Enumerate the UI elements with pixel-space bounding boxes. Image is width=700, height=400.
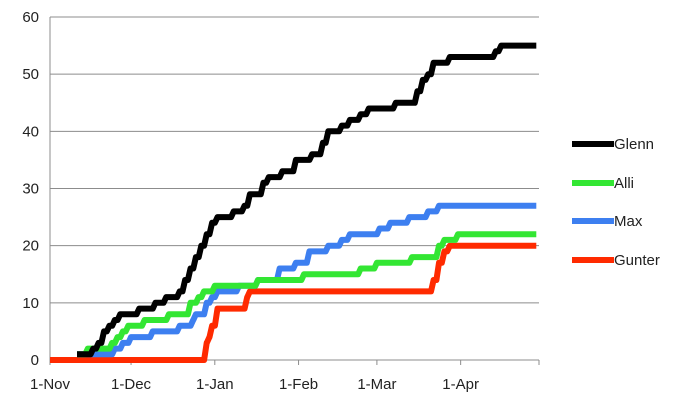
series-line-max	[77, 202, 537, 358]
y-tick-label: 40	[22, 123, 39, 140]
series-line-glenn	[77, 42, 537, 358]
legend-label-max: Max	[614, 213, 643, 230]
x-tick-label: 1-Dec	[111, 376, 152, 393]
series-line-gunter	[50, 242, 537, 363]
x-tick-label: 1-Mar	[357, 376, 396, 393]
x-tick-label: 1-Feb	[279, 376, 318, 393]
x-tick-label: 1-Nov	[30, 376, 71, 393]
series-line-alli	[77, 231, 537, 358]
legend: Glenn Alli Max Gunter	[572, 136, 660, 269]
y-tick-label: 50	[22, 66, 39, 83]
legend-label-alli: Alli	[614, 175, 634, 192]
series-lines	[50, 42, 537, 363]
y-tick-label: 30	[22, 181, 39, 198]
legend-label-gunter: Gunter	[614, 252, 660, 269]
y-tick-label: 60	[22, 9, 39, 26]
x-tick-label: 1-Jan	[196, 376, 234, 393]
y-tick-labels: 0 10 20 30 40 50 60	[22, 9, 39, 369]
legend-label-glenn: Glenn	[614, 136, 654, 153]
y-tick-label: 10	[22, 295, 39, 312]
x-tick-label: 1-Apr	[442, 376, 479, 393]
gridlines	[50, 16, 539, 304]
y-tick-label: 20	[22, 238, 39, 255]
y-tick-label: 0	[31, 352, 39, 369]
x-tick-labels: 1-Nov 1-Dec 1-Jan 1-Feb 1-Mar 1-Apr	[30, 376, 479, 393]
